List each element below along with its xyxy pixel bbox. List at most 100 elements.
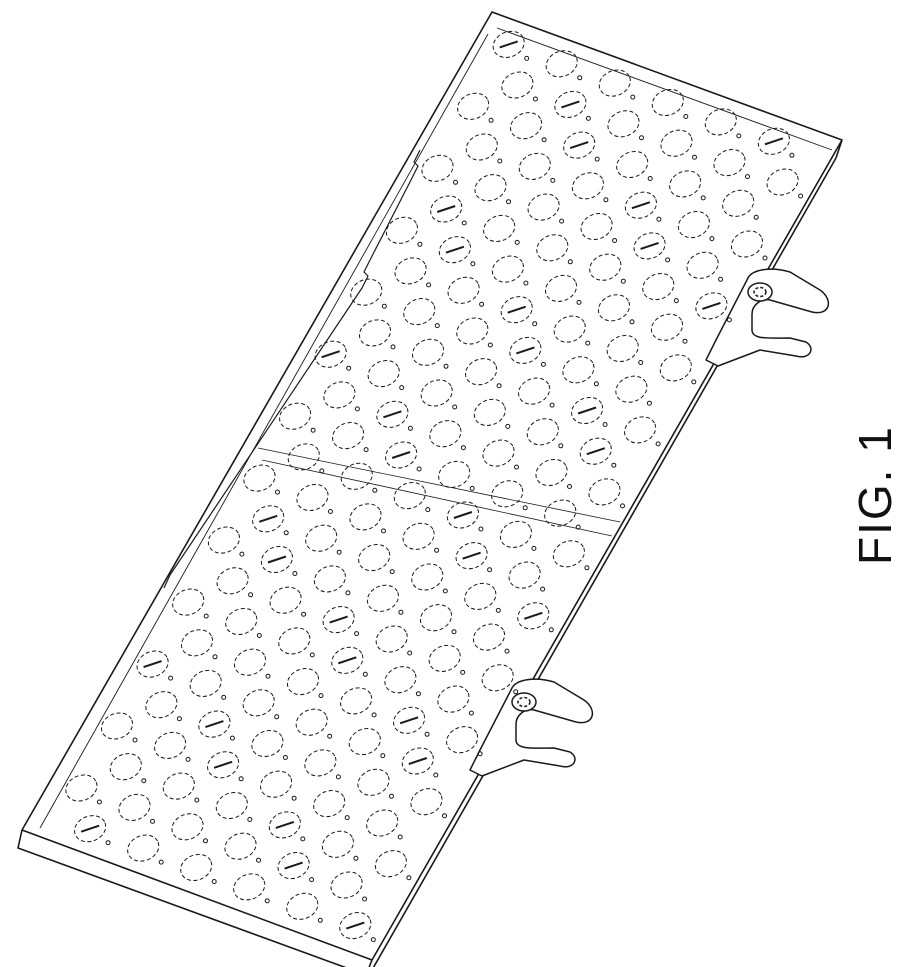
hole-dot <box>443 589 447 593</box>
tray-hole <box>364 356 403 391</box>
hole-dot <box>462 221 466 225</box>
hole-dot <box>541 587 545 591</box>
tray-front-edge <box>18 830 366 967</box>
tray-hole <box>142 687 181 722</box>
tray-hole <box>310 561 349 596</box>
tray-hole <box>390 478 429 513</box>
tray-hole <box>435 457 474 492</box>
hole-dot <box>454 180 458 184</box>
hole-dot <box>399 610 403 614</box>
tray-hole <box>541 496 580 531</box>
hole-slot <box>383 411 401 417</box>
hole-dot <box>631 95 635 99</box>
tray-hole <box>213 563 252 598</box>
hole-dot <box>222 695 226 699</box>
hole-dot <box>407 876 411 880</box>
tray-hole <box>683 248 722 283</box>
tray-hole <box>550 312 589 347</box>
tray-hole <box>363 805 402 840</box>
tray-hole <box>407 784 446 819</box>
tray-hole <box>656 350 695 385</box>
tray-hole <box>275 623 314 658</box>
tray-hole <box>523 414 562 449</box>
tray-hole <box>124 831 163 866</box>
tray-hole <box>168 809 207 844</box>
hole-dot <box>204 839 208 843</box>
hole-dot <box>346 591 350 595</box>
tray-hole <box>507 108 546 143</box>
hole-slot <box>587 448 605 454</box>
hole-dot <box>336 775 340 779</box>
tray-hole <box>302 521 341 556</box>
tray-hole <box>559 352 598 387</box>
tray-hole <box>355 540 394 575</box>
tray-hole <box>221 829 260 864</box>
hole-dot <box>310 878 314 882</box>
tray-hole <box>400 294 439 329</box>
hole-dot <box>390 794 394 798</box>
hole-dot <box>692 380 696 384</box>
tray-hole <box>240 461 279 496</box>
hole-dot <box>496 608 500 612</box>
hole-dot <box>585 566 589 570</box>
tray-hole <box>568 168 607 203</box>
hole-dot <box>320 469 324 473</box>
tray-hole <box>177 625 216 660</box>
hole-dot <box>532 546 536 550</box>
hole-dot <box>318 918 322 922</box>
tray-hole <box>515 149 554 184</box>
hole-dot <box>169 676 173 680</box>
tray-hole <box>577 209 616 244</box>
hole-dot <box>469 711 473 715</box>
hole-dot <box>594 382 598 386</box>
hole-dot <box>381 754 385 758</box>
tray-hole <box>151 728 190 763</box>
hole-dot <box>683 339 687 343</box>
hole-slot <box>400 717 418 723</box>
hole-dot <box>674 299 678 303</box>
hole-dot <box>249 593 253 597</box>
hole-dot <box>347 366 351 370</box>
tray-hole <box>505 558 544 593</box>
tray-hole <box>647 310 686 345</box>
hole-dot <box>578 76 582 80</box>
tray-hole <box>346 499 385 534</box>
hole-dot <box>461 670 465 674</box>
hole-dot <box>443 814 447 818</box>
hole-dot <box>417 467 421 471</box>
tray-hole <box>106 749 145 784</box>
tray-hole <box>471 170 510 205</box>
hole-dot <box>763 256 767 260</box>
hole-slot <box>346 923 364 929</box>
tray-hole <box>97 708 136 743</box>
tray-hole <box>532 455 571 490</box>
tray-hole <box>177 850 216 885</box>
hole-slot <box>570 142 588 148</box>
hole-dot <box>311 428 315 432</box>
hole-slot <box>322 351 340 357</box>
hole-array <box>62 27 803 943</box>
tray-hole <box>318 827 357 862</box>
hole-dot <box>505 649 509 653</box>
hole-dot <box>444 364 448 368</box>
tray-hole <box>329 418 368 453</box>
tray-hole <box>443 722 482 757</box>
hole-dot <box>354 856 358 860</box>
tray-hole <box>621 412 660 447</box>
hole-slot <box>561 101 579 107</box>
tray-hole <box>604 106 643 141</box>
hole-dot <box>400 386 404 390</box>
tray-hole <box>62 770 101 805</box>
hole-dot <box>471 262 475 266</box>
hole-dot <box>550 403 554 407</box>
tray-hole <box>425 641 464 676</box>
hole-dot <box>329 510 333 514</box>
hole-dot <box>319 694 323 698</box>
tray-hole <box>586 250 625 285</box>
hole-dot <box>621 279 625 283</box>
hole-dot <box>461 446 465 450</box>
hole-slot <box>500 41 518 47</box>
hole-dot <box>337 550 341 554</box>
hole-dot <box>195 798 199 802</box>
hole-dot <box>398 835 402 839</box>
